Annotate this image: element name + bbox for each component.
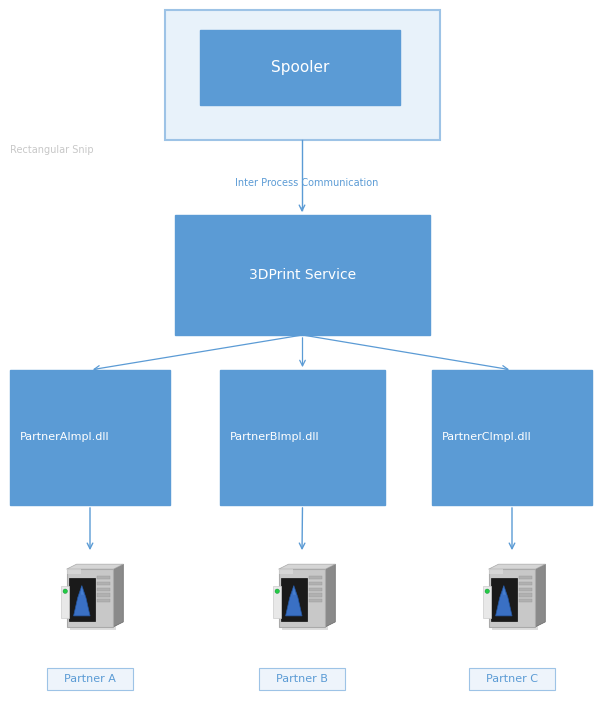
Circle shape — [485, 589, 489, 593]
Bar — [489, 569, 535, 627]
Circle shape — [63, 589, 67, 593]
Text: Partner C: Partner C — [486, 674, 538, 684]
Bar — [309, 593, 322, 597]
Bar — [489, 569, 503, 574]
Bar — [491, 578, 517, 621]
Polygon shape — [535, 565, 545, 627]
Bar — [10, 370, 170, 505]
Bar — [519, 582, 532, 585]
Bar — [70, 622, 117, 630]
Bar — [67, 569, 81, 574]
Bar — [519, 576, 532, 579]
Bar — [519, 599, 532, 602]
Bar — [309, 582, 322, 585]
Polygon shape — [73, 586, 90, 616]
Bar — [279, 569, 325, 627]
Bar — [519, 588, 532, 591]
Polygon shape — [285, 586, 302, 616]
Text: PartnerCImpl.dll: PartnerCImpl.dll — [442, 432, 532, 442]
Polygon shape — [293, 586, 296, 595]
Bar — [432, 370, 592, 505]
Text: Inter Process Communication: Inter Process Communication — [235, 178, 378, 188]
Polygon shape — [114, 565, 123, 627]
Text: Spooler: Spooler — [271, 60, 329, 75]
Bar — [165, 10, 440, 140]
Bar — [67, 569, 114, 627]
Bar — [97, 599, 110, 602]
Text: 3DPrint Service: 3DPrint Service — [249, 268, 356, 282]
Polygon shape — [489, 565, 545, 569]
Text: Partner B: Partner B — [276, 674, 328, 684]
Bar — [97, 582, 110, 585]
Bar — [61, 586, 69, 618]
Bar — [483, 586, 492, 618]
Polygon shape — [495, 586, 512, 616]
Polygon shape — [503, 586, 506, 595]
Bar — [309, 576, 322, 579]
Polygon shape — [279, 565, 335, 569]
Bar — [47, 668, 133, 690]
Bar — [220, 370, 385, 505]
Circle shape — [275, 589, 279, 593]
Text: Partner A: Partner A — [64, 674, 116, 684]
Bar — [469, 668, 555, 690]
Bar — [309, 599, 322, 602]
Bar — [519, 593, 532, 597]
Bar — [279, 569, 293, 574]
Text: PartnerAImpl.dll: PartnerAImpl.dll — [20, 432, 110, 442]
Bar — [97, 588, 110, 591]
Bar — [200, 30, 400, 105]
Bar — [282, 622, 328, 630]
Bar — [175, 215, 430, 335]
Bar — [309, 588, 322, 591]
Polygon shape — [67, 565, 123, 569]
Bar — [281, 578, 307, 621]
Polygon shape — [81, 586, 84, 595]
Bar — [259, 668, 345, 690]
Polygon shape — [325, 565, 335, 627]
Text: Rectangular Snip: Rectangular Snip — [10, 145, 93, 155]
Bar — [97, 593, 110, 597]
Bar — [69, 578, 95, 621]
Bar — [97, 576, 110, 579]
Text: PartnerBImpl.dll: PartnerBImpl.dll — [230, 432, 320, 442]
Bar — [492, 622, 538, 630]
Bar — [273, 586, 282, 618]
